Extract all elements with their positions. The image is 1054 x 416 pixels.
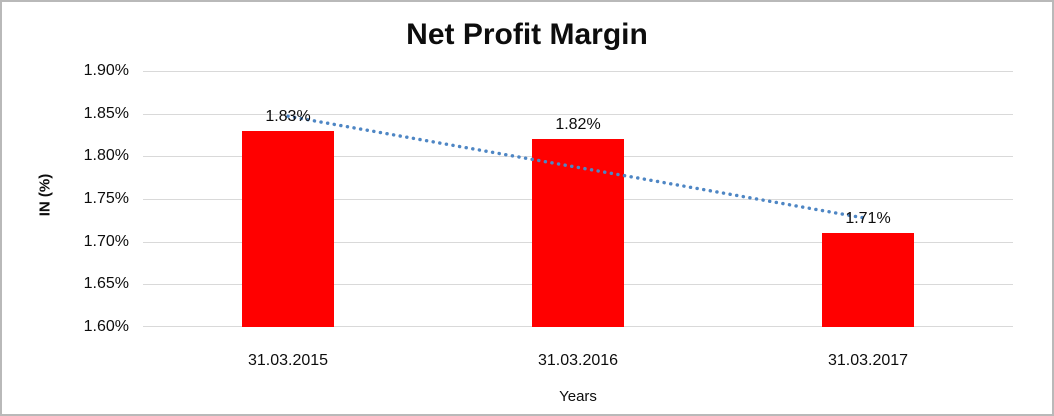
- x-tick-label: 31.03.2017: [827, 352, 909, 369]
- plot-area: 1.83% 1.82% 1.71%: [143, 71, 1013, 327]
- y-tick-label: 1.85%: [83, 104, 129, 122]
- gridline: [143, 71, 1013, 72]
- y-tick-label: 1.70%: [83, 232, 129, 250]
- x-tick-label: 31.03.2016: [537, 352, 619, 369]
- bar-31.03.2016: [532, 139, 624, 327]
- y-tick-label: 1.65%: [83, 275, 129, 293]
- data-label-31.03.2017: 1.71%: [845, 210, 891, 228]
- trendline: [286, 114, 870, 221]
- data-label-31.03.2015: 1.83%: [265, 107, 311, 125]
- x-tick-label: 31.03.2015: [247, 352, 329, 369]
- x-axis-tick-labels: 31.03.2015 31.03.2016 31.03.2017: [143, 352, 1013, 372]
- bar-31.03.2015: [242, 130, 334, 327]
- data-label-31.03.2016: 1.82%: [555, 116, 601, 134]
- x-axis-title: Years: [559, 388, 597, 405]
- y-tick-label: 1.90%: [83, 62, 129, 79]
- y-tick-label: 1.80%: [83, 147, 129, 165]
- gridline: [143, 114, 1013, 115]
- y-tick-label: 1.60%: [83, 318, 129, 335]
- bar-31.03.2017: [822, 233, 914, 327]
- trendline-path: [286, 114, 870, 221]
- chart-title: Net Profit Margin: [406, 18, 648, 51]
- y-tick-label: 1.75%: [83, 190, 129, 207]
